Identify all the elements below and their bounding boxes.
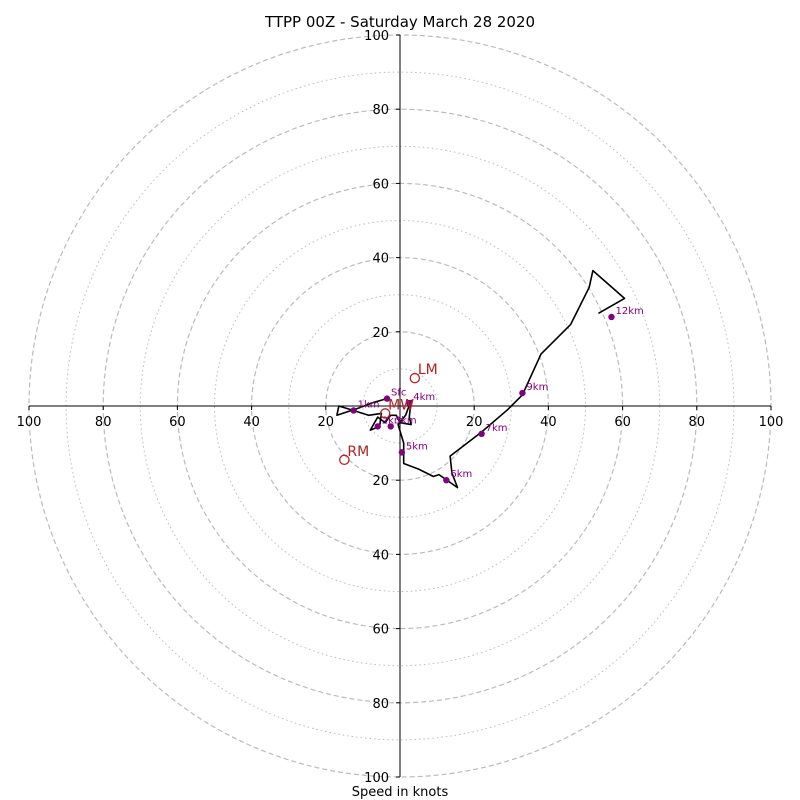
- x-tick-label: 60: [614, 415, 631, 430]
- storm-motion-markers: LM RM MW: [339, 362, 438, 466]
- x-tick-label: 100: [759, 415, 784, 430]
- height-marker-point: [478, 430, 485, 438]
- storm-motion-label: LM: [418, 362, 438, 378]
- x-axis-label: Speed in knots: [352, 785, 449, 800]
- y-tick-label: 40: [372, 252, 389, 267]
- x-tick-label: 40: [243, 415, 260, 430]
- height-marker-label: Sfc: [391, 388, 406, 399]
- tick-labels: 100 80 60 40 20 20 40 60 80 100 100 80 60 40 20 20 40 60 8…: [17, 29, 784, 786]
- height-marker-label: 7km: [486, 423, 508, 434]
- x-tick-label: 40: [540, 415, 557, 430]
- x-tick-label: 20: [318, 415, 335, 430]
- hodograph-line: [336, 269, 626, 489]
- y-tick-label: 100: [364, 771, 389, 786]
- height-marker-label: 9km: [526, 382, 548, 393]
- x-tick-label: 100: [17, 415, 42, 430]
- y-tick-label: 80: [372, 103, 389, 118]
- height-marker-label: 2km: [382, 415, 404, 426]
- height-marker-point: [383, 395, 391, 402]
- height-marker-label: 5km: [406, 441, 428, 452]
- height-marker-point: [608, 313, 615, 321]
- y-tick-label: 80: [372, 697, 389, 712]
- y-tick-label: 40: [372, 548, 389, 563]
- y-tick-label: 60: [372, 623, 389, 638]
- height-marker-label: 6km: [450, 469, 472, 480]
- height-marker-point: [398, 449, 406, 456]
- height-marker-point: [387, 423, 394, 430]
- y-tick-label: 100: [364, 29, 389, 44]
- height-marker-point: [406, 399, 413, 407]
- height-marker-point: [519, 389, 526, 397]
- y-tick-label: 20: [372, 326, 389, 341]
- height-marker-label: 3km: [395, 415, 417, 426]
- y-tick-label: 60: [372, 177, 389, 192]
- x-tick-label: 20: [466, 415, 483, 430]
- storm-motion-point: [379, 408, 391, 419]
- height-marker-point: [443, 477, 450, 484]
- x-tick-label: 60: [169, 415, 186, 430]
- chart-title: TTPP 00Z - Saturday March 28 2020: [264, 13, 535, 31]
- x-tick-label: 80: [689, 415, 706, 430]
- height-marker-point: [350, 407, 357, 414]
- storm-motion-label: RM: [347, 444, 369, 460]
- height-marker-label: 4km: [413, 392, 435, 403]
- height-marker-label: 1km: [358, 399, 380, 410]
- axes: [29, 35, 771, 777]
- height-marker-label: 12km: [615, 306, 643, 317]
- storm-motion-point: [339, 454, 350, 466]
- hodograph-series: [336, 269, 626, 489]
- x-tick-label: 80: [95, 415, 112, 430]
- storm-motion-label: MW: [388, 397, 414, 413]
- storm-motion-point: [409, 372, 421, 384]
- y-tick-label: 20: [372, 474, 389, 489]
- height-marker-point: [374, 423, 381, 430]
